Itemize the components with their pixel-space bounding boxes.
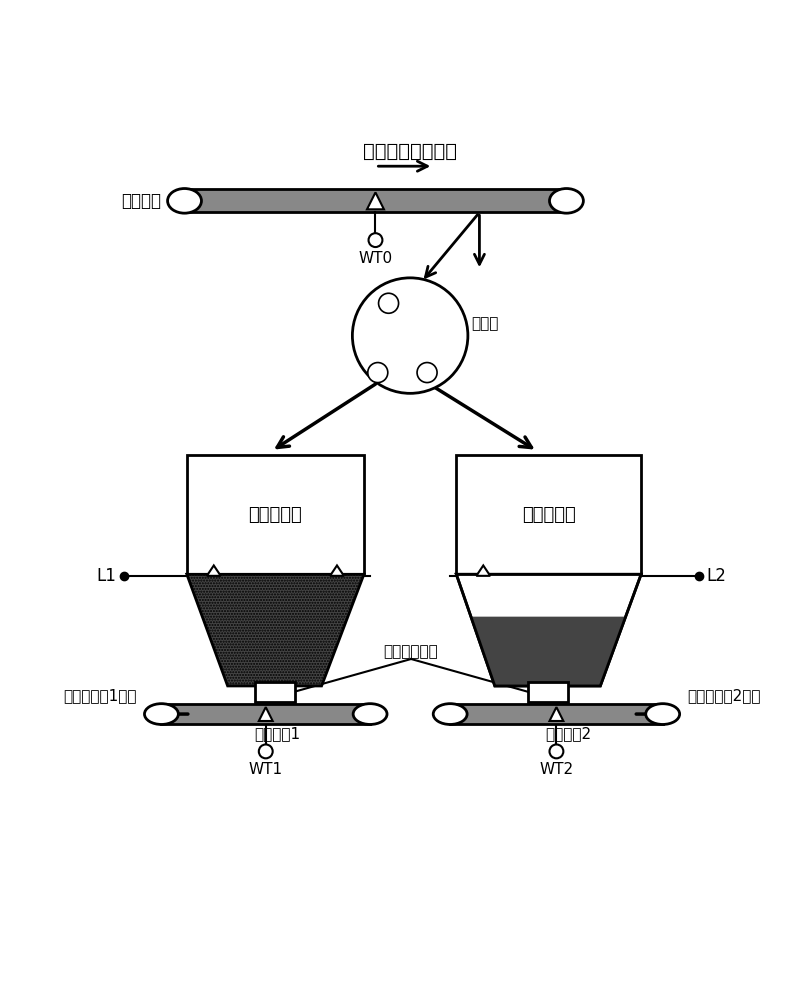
Ellipse shape	[353, 704, 387, 724]
Circle shape	[368, 233, 382, 247]
Text: C: C	[423, 366, 432, 379]
Circle shape	[417, 363, 437, 383]
Circle shape	[379, 293, 399, 313]
Ellipse shape	[433, 704, 467, 724]
Text: 出料皮带2: 出料皮带2	[545, 726, 591, 741]
Bar	[457, 455, 641, 574]
Text: 进料皮带: 进料皮带	[122, 192, 162, 210]
Bar	[528, 682, 568, 702]
Circle shape	[352, 278, 468, 393]
Bar	[187, 455, 364, 574]
Circle shape	[368, 363, 388, 383]
Polygon shape	[367, 192, 384, 209]
Circle shape	[549, 744, 563, 758]
Text: WT0: WT0	[358, 251, 392, 266]
Polygon shape	[549, 707, 563, 721]
Ellipse shape	[167, 189, 202, 213]
Text: 去制粒系统1系列: 去制粒系统1系列	[63, 688, 137, 703]
Text: 分料器: 分料器	[472, 317, 499, 332]
Polygon shape	[207, 565, 221, 576]
Text: 第二分料仓: 第二分料仓	[522, 506, 576, 524]
Text: 来自配料混合系统: 来自配料混合系统	[363, 142, 457, 161]
Polygon shape	[477, 565, 490, 576]
Text: 第一分料仓: 第一分料仓	[248, 506, 302, 524]
Bar	[450, 704, 662, 724]
Bar	[162, 704, 370, 724]
Polygon shape	[259, 707, 272, 721]
Text: B: B	[373, 366, 382, 379]
Polygon shape	[330, 565, 344, 576]
Text: 去制粒系统2系列: 去制粒系统2系列	[687, 688, 761, 703]
Polygon shape	[457, 574, 641, 686]
Ellipse shape	[549, 189, 583, 213]
Circle shape	[259, 744, 272, 758]
Bar	[184, 189, 566, 212]
Text: A: A	[384, 297, 392, 310]
Text: WT1: WT1	[248, 762, 283, 777]
Text: L1: L1	[96, 567, 116, 585]
Text: L2: L2	[706, 567, 727, 585]
Text: WT2: WT2	[539, 762, 574, 777]
Polygon shape	[471, 617, 626, 686]
Text: 给料控制装置: 给料控制装置	[384, 644, 438, 659]
Bar	[255, 682, 295, 702]
Ellipse shape	[144, 704, 179, 724]
Ellipse shape	[646, 704, 679, 724]
Text: 出料皮带1: 出料皮带1	[254, 726, 300, 741]
Polygon shape	[187, 574, 364, 686]
